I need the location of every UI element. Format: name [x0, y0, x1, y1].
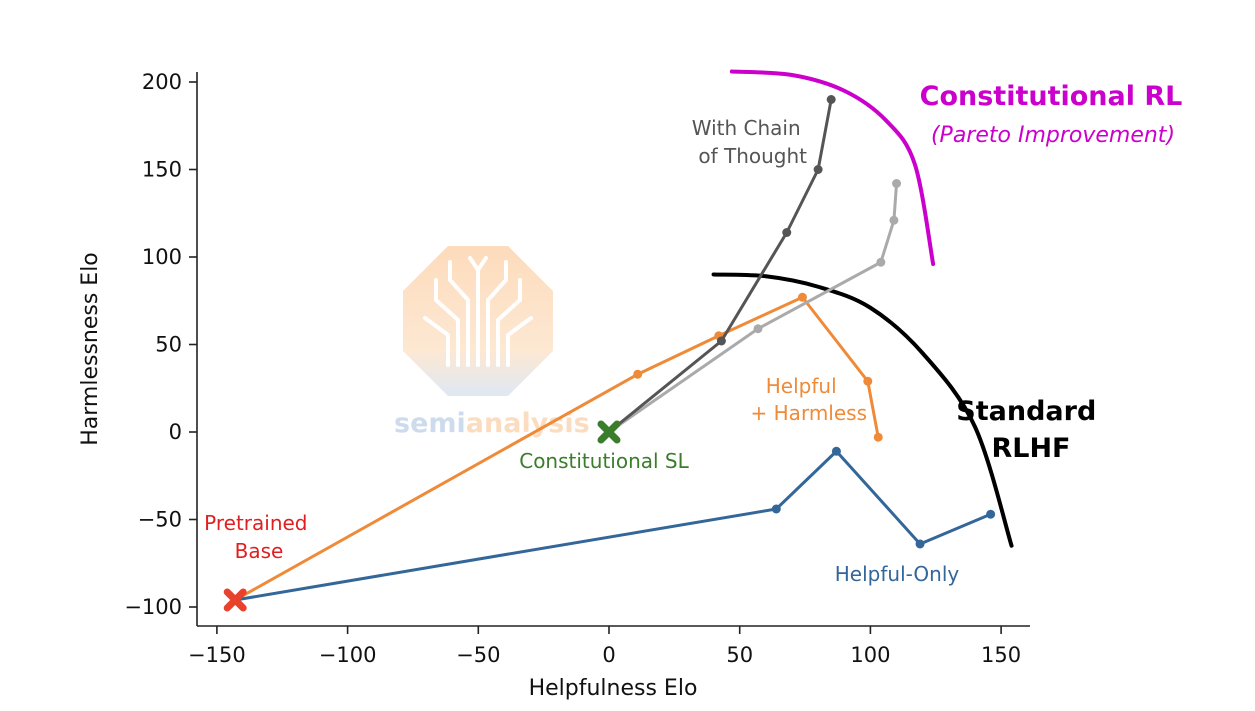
y-tick-label: 50 [155, 333, 182, 357]
x-tick-label: −50 [456, 643, 500, 667]
x-tick-label: 150 [981, 643, 1021, 667]
data-point [826, 95, 836, 104]
data-point [831, 446, 841, 456]
standard-rlhf-frontier [711, 272, 1014, 548]
x-tick-label: −100 [319, 643, 377, 667]
data-point [782, 228, 792, 237]
data-point [797, 292, 807, 302]
annotations: Pretrained Base Constitutional SL Helpfu… [204, 81, 1182, 586]
markers [223, 420, 621, 612]
data-point [863, 376, 873, 386]
pretrained-base-label: Pretrained Base [204, 511, 314, 563]
x-marker [597, 420, 621, 444]
y-axis-label: Harmlessness Elo [78, 252, 103, 446]
y-tick-label: 150 [142, 158, 182, 182]
data-point [716, 336, 726, 346]
x-marker [223, 588, 247, 612]
data-point [986, 509, 996, 519]
data-point [771, 504, 781, 514]
constitutional-sl-label: Constitutional SL [519, 449, 689, 473]
watermark: semianalysis [394, 246, 590, 439]
x-tick-label: 100 [850, 643, 890, 667]
x-tick-label: −150 [188, 643, 246, 667]
x-tick-label: 50 [726, 643, 753, 667]
series-line [234, 295, 880, 602]
helpful-only-label: Helpful-Only [835, 562, 960, 586]
helpful-harmless-label: Helpful + Harmless [751, 374, 867, 425]
series-series-3 [608, 179, 902, 434]
data-point [633, 369, 643, 379]
series-helpful-harmless [234, 292, 883, 602]
tree-icon [423, 256, 533, 367]
data-point [873, 432, 883, 442]
data-point [915, 539, 925, 549]
data-point [813, 165, 823, 174]
watermark-text: semianalysis [394, 408, 590, 439]
x-ticks: −150 −100 −50 0 50 100 150 [188, 626, 1021, 667]
series-helpful-only [234, 446, 996, 602]
chain-of-thought-label: With Chain of Thought [692, 116, 807, 168]
x-axis-label: Helpfulness Elo [529, 676, 698, 701]
data-point [892, 179, 902, 188]
series-with-chain-of-thought [608, 95, 836, 434]
data-point [753, 324, 763, 334]
frontier-arcs [711, 69, 1014, 548]
y-tick-label: −100 [124, 595, 182, 619]
y-tick-label: −50 [138, 508, 182, 532]
constitutional-rl-frontier [729, 69, 936, 266]
standard-rlhf-label: Standard RLHF [956, 396, 1105, 464]
y-tick-label: 200 [142, 70, 182, 94]
series [234, 95, 996, 602]
y-tick-label: 0 [169, 420, 182, 444]
y-tick-label: 100 [142, 245, 182, 269]
x-tick-label: 0 [602, 643, 615, 667]
y-ticks: −100 −50 0 50 100 150 200 [124, 70, 197, 619]
data-point [889, 215, 899, 225]
series-line [608, 183, 899, 434]
data-point [876, 257, 886, 267]
pareto-improvement-label: (Pareto Improvement) [931, 123, 1175, 148]
watermark-part-1: semi [394, 408, 466, 439]
constitutional-rl-label: Constitutional RL [920, 81, 1183, 112]
